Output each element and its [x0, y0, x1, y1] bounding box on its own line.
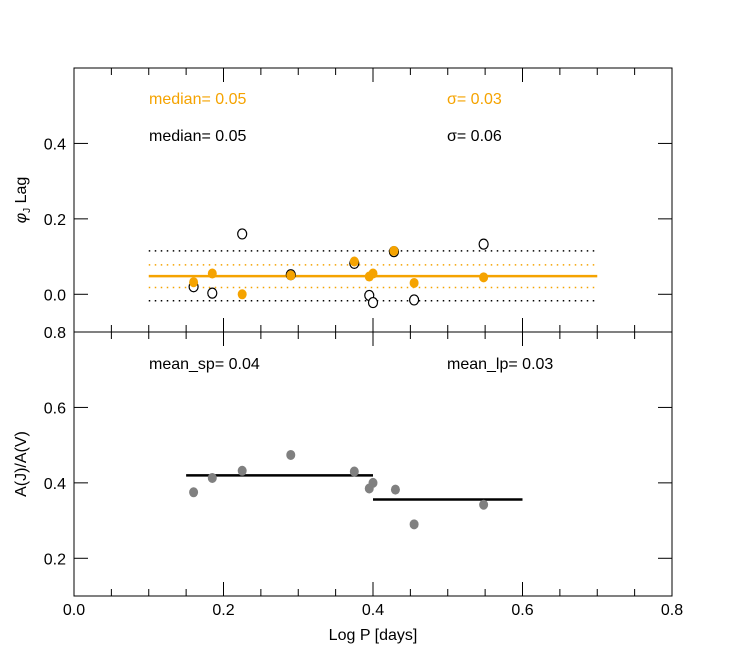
- grey-data-point: [368, 477, 378, 488]
- orange-median-annotation: median= 0.05: [149, 91, 247, 108]
- grey-data-point: [390, 484, 400, 495]
- black-median-annotation: median= 0.05: [149, 128, 247, 145]
- orange-data-point: [349, 256, 359, 267]
- x-tick-label: 0.6: [511, 602, 533, 619]
- top-y-axis-label: φJ Lag: [13, 177, 33, 224]
- open-data-point: [478, 238, 489, 250]
- bottom-y-axis-label: A(J)/A(V): [13, 431, 30, 497]
- open-data-point: [207, 287, 218, 299]
- orange-data-point: [189, 277, 199, 288]
- y-tick-label: 0.0: [44, 287, 66, 304]
- black-sigma-annotation: σ= 0.06: [447, 128, 502, 145]
- bottom-panel-ticks: [73, 331, 673, 596]
- x-tick-label: 0.2: [212, 602, 234, 619]
- orange-data-point: [479, 272, 489, 283]
- grey-data-point: [237, 465, 247, 476]
- orange-data-point: [368, 268, 378, 279]
- open-data-point: [409, 294, 420, 306]
- ylabel-suffix: Lag: [13, 177, 30, 208]
- y-tick-label: 0.2: [44, 212, 66, 229]
- mean-sp-annotation: mean_sp= 0.04: [149, 356, 260, 373]
- orange-data-point: [237, 289, 247, 300]
- y-tick-label: 0.4: [44, 136, 66, 153]
- x-tick-label: 0.8: [661, 602, 683, 619]
- bottom-panel-points: [189, 449, 489, 530]
- ylabel-phi: φ: [13, 213, 30, 223]
- top-panel-points: [188, 228, 489, 309]
- ylabel-subscript: J: [22, 208, 33, 213]
- orange-data-point: [286, 270, 296, 281]
- x-tick-label: 0.4: [362, 602, 384, 619]
- open-data-point: [367, 296, 379, 309]
- open-data-point: [237, 228, 248, 240]
- mean-lp-annotation: mean_lp= 0.03: [447, 356, 553, 373]
- orange-data-point: [409, 277, 419, 288]
- bottom-panel-mean-lines: [186, 474, 523, 501]
- x-tick-label: 0.0: [63, 602, 85, 619]
- bottom-panel: 0.2 0.4 0.6 0.8 0.0 0.2 0.4 0.6 0.8 mean_sp= 0.0…: [13, 325, 683, 644]
- y-tick-label: 0.6: [44, 400, 66, 417]
- y-tick-label: 0.4: [44, 476, 66, 493]
- top-panel-ticks: [73, 68, 673, 332]
- orange-data-point: [207, 268, 217, 279]
- grey-data-point: [189, 487, 199, 498]
- bottom-panel-tick-labels: 0.2 0.4 0.6 0.8 0.0 0.2 0.4 0.6 0.8: [44, 325, 683, 619]
- grey-data-point: [207, 472, 217, 483]
- top-panel-tick-labels: 0.0 0.2 0.4: [44, 136, 66, 304]
- y-tick-label: 0.2: [44, 551, 66, 568]
- grey-data-point: [479, 499, 489, 510]
- y-tick-label: 0.8: [44, 325, 66, 342]
- grey-data-point: [349, 466, 359, 477]
- orange-sigma-annotation: σ= 0.03: [447, 91, 502, 108]
- orange-data-point: [389, 245, 399, 256]
- x-axis-label: Log P [days]: [329, 627, 418, 644]
- top-panel: 0.0 0.2 0.4 median= 0.05 σ= 0.03 median= 0…: [13, 67, 673, 333]
- grey-data-point: [409, 519, 419, 530]
- grey-data-point: [286, 449, 296, 460]
